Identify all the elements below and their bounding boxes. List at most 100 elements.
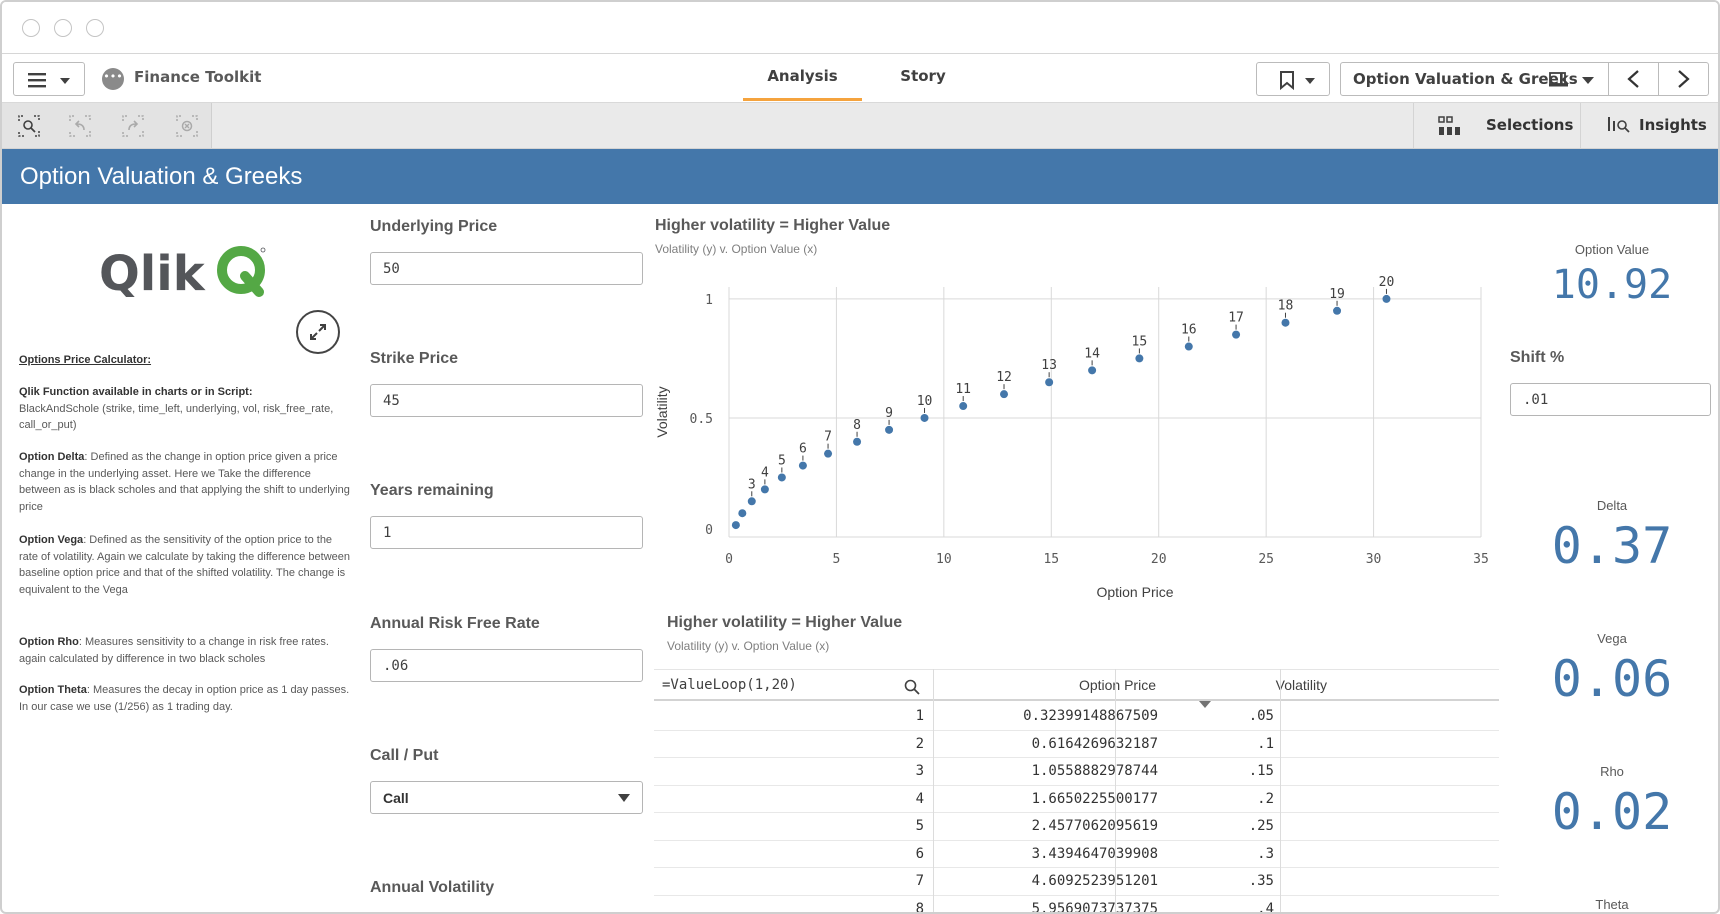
search-icon[interactable] [904, 679, 920, 695]
data-point [959, 402, 968, 411]
data-label: 16 [1181, 323, 1197, 338]
step-back-icon[interactable] [69, 115, 91, 137]
expand-button[interactable] [296, 310, 340, 354]
data-label: 8 [853, 418, 861, 433]
theta-label: Theta [1595, 897, 1629, 912]
volatility-cell: .15 [1248, 763, 1274, 779]
data-point [731, 521, 740, 530]
underlying-price-input[interactable]: 50 [370, 252, 643, 285]
tab-analysis[interactable]: Analysis [743, 54, 862, 101]
data-label: 10 [917, 394, 933, 409]
data-label: 5 [778, 453, 786, 468]
rho-label: Rho [1600, 764, 1624, 779]
tab-story[interactable]: Story [864, 54, 982, 101]
x-axis-title: Option Price [1096, 584, 1173, 600]
data-point [1333, 306, 1342, 315]
vega-heading: Option Vega [19, 534, 84, 546]
function-description: Qlik Function available in charts or in … [19, 384, 354, 434]
data-label: 11 [955, 382, 971, 397]
row-index-cell: 8 [915, 900, 924, 914]
x-tick-label: 0 [725, 552, 733, 567]
x-tick-label: 30 [1366, 552, 1382, 567]
option-price-cell: 3.4394647039908 [1031, 845, 1158, 862]
sheet-selector-label: Option Valuation & Greeks [1353, 70, 1578, 88]
step-forward-icon[interactable] [122, 115, 144, 137]
data-point [1382, 294, 1391, 303]
row-index-cell: 6 [915, 845, 924, 862]
selection-actions: Selections Insights [1413, 103, 1718, 148]
data-label: 9 [885, 406, 893, 421]
risk-free-rate-label: Annual Risk Free Rate [370, 615, 540, 632]
smart-search-icon[interactable] [18, 115, 40, 137]
data-label: 13 [1041, 358, 1057, 373]
volatility-cell: .2 [1257, 790, 1274, 807]
vega-label: Vega [1597, 631, 1627, 646]
data-label: 4 [761, 465, 769, 480]
calculator-heading: Options Price Calculator: [19, 352, 354, 369]
call-put-dropdown[interactable]: Call [370, 781, 643, 814]
risk-free-rate-input[interactable]: .06 [370, 649, 643, 682]
selections-button[interactable]: Selections [1413, 103, 1580, 148]
sheet-selector[interactable]: Option Valuation & Greeks [1340, 62, 1709, 96]
table-row[interactable]: 8 5.9569073737375 .4 [654, 896, 1499, 914]
vega-kpi: 0.06 [1551, 650, 1673, 708]
data-point [777, 473, 786, 482]
option-price-cell: 0.32399148867509 [1023, 708, 1158, 724]
window-close-button[interactable] [22, 19, 40, 37]
previous-sheet-button[interactable] [1608, 63, 1657, 95]
data-label: 20 [1379, 275, 1395, 290]
option-price-cell: 1.0558882978744 [1031, 763, 1158, 779]
annual-volatility-label: Annual Volatility [370, 879, 495, 896]
data-point [1135, 354, 1144, 363]
selections-label: Selections [1486, 116, 1574, 134]
strike-price-label: Strike Price [370, 350, 459, 367]
table-row[interactable]: 7 4.6092523951201 .35 [654, 868, 1499, 896]
data-label: 7 [824, 430, 832, 445]
hamburger-icon [28, 73, 70, 88]
dimension-header[interactable]: =ValueLoop(1,20) [662, 677, 797, 693]
x-tick-label: 20 [1151, 552, 1167, 567]
window-minimize-button[interactable] [54, 19, 72, 37]
option-value-kpi: 10.92 [1551, 262, 1673, 308]
insights-button[interactable]: Insights [1580, 103, 1718, 148]
volatility-cell: .05 [1248, 708, 1274, 724]
chart-subtitle: Volatility (y) v. Option Value (x) [655, 242, 818, 256]
option-price-header[interactable]: Option Price [1078, 677, 1156, 693]
row-index-cell: 3 [915, 763, 924, 779]
sheet-title: Option Valuation & Greeks [20, 163, 303, 190]
row-index-cell: 7 [915, 873, 924, 889]
table-row[interactable]: 6 3.4394647039908 .3 [654, 841, 1499, 868]
shift-input[interactable]: .01 [1510, 383, 1711, 416]
bookmarks-button[interactable] [1256, 62, 1330, 96]
data-point [1281, 318, 1290, 327]
window-maximize-button[interactable] [86, 19, 104, 37]
clear-selections-icon[interactable] [176, 115, 198, 137]
theta-description: Option Theta: Measures the decay in opti… [19, 682, 354, 715]
svg-text:Qlik: Qlik [99, 246, 206, 302]
insights-label: Insights [1639, 116, 1707, 134]
next-sheet-button[interactable] [1658, 63, 1707, 95]
column-divider [1280, 669, 1281, 912]
years-remaining-input[interactable]: 1 [370, 516, 643, 549]
table-row[interactable]: 1 0.32399148867509 .05 [654, 703, 1499, 731]
delta-body: : Defined as the change in option price … [19, 451, 350, 513]
vega-body: : Defined as the sensitivity of the opti… [19, 534, 351, 596]
rho-kpi: 0.02 [1551, 783, 1673, 841]
data-label: 14 [1084, 346, 1100, 361]
global-menu-button[interactable] [13, 62, 85, 96]
table-row[interactable]: 2 0.6164269632187 .1 [654, 731, 1499, 758]
column-divider [933, 669, 934, 912]
volatility-cell: .1 [1257, 735, 1274, 752]
table-row[interactable]: 4 1.6650225500177 .2 [654, 786, 1499, 813]
volatility-header[interactable]: Volatility [1275, 677, 1327, 693]
data-point [885, 425, 894, 434]
volatility-cell: .25 [1248, 818, 1274, 834]
info-panel: Qlik Options Price Calculator: Qlik Func… [19, 204, 354, 912]
vega-description: Option Vega: Defined as the sensitivity … [19, 532, 354, 598]
strike-price-input[interactable]: 45 [370, 384, 643, 417]
table-row[interactable]: 5 2.4577062095619 .25 [654, 813, 1499, 841]
table-row[interactable]: 3 1.0558882978744 .15 [654, 758, 1499, 786]
theta-heading: Option Theta [19, 684, 87, 696]
